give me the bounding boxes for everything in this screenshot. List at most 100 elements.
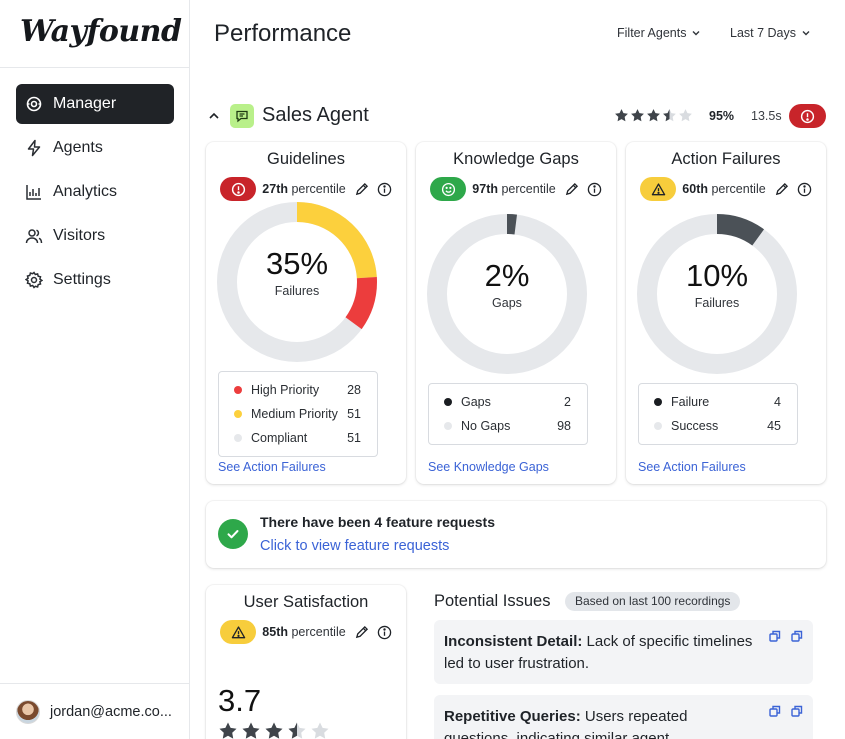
legend-label: Compliant: [251, 431, 308, 445]
pencil-icon[interactable]: [354, 182, 369, 197]
legend-row: Medium Priority 51: [219, 402, 377, 426]
info-icon[interactable]: [377, 625, 392, 640]
issue-card[interactable]: Repetitive Queries: Users repeated quest…: [434, 695, 813, 739]
sidebar-item-visitors[interactable]: Visitors: [16, 216, 174, 256]
legend-value: 98: [557, 419, 571, 433]
see-action-failures-link[interactable]: See Action Failures: [638, 460, 746, 474]
status-badge: [640, 177, 677, 201]
info-icon[interactable]: [377, 182, 392, 197]
sidebar-divider: [0, 67, 190, 68]
legend-dot: [234, 410, 242, 418]
legend-value: 45: [767, 419, 781, 433]
star-icon: [647, 109, 660, 122]
issue-text: Inconsistent Detail: Lack of specific ti…: [444, 633, 753, 672]
recordings-chip: Based on last 100 recordings: [565, 592, 741, 611]
user-email: jordan@acme.co...: [50, 703, 172, 720]
sidebar-item-settings[interactable]: Settings: [16, 260, 174, 300]
star-icon: [265, 722, 283, 739]
card-title: Guidelines: [267, 150, 345, 168]
percentile-text: 97th percentile: [472, 182, 556, 196]
legend-row: Gaps 2: [429, 390, 587, 414]
donut-center: 35% Failures: [216, 246, 378, 298]
filter-agents-label: Filter Agents: [617, 26, 687, 40]
legend-label: Success: [671, 419, 719, 433]
legend-dot: [444, 422, 452, 430]
link-icon[interactable]: [769, 630, 781, 642]
issue-text: Repetitive Queries: Users repeated quest…: [444, 708, 688, 739]
legend-label: Medium Priority: [251, 407, 338, 421]
date-range-dropdown[interactable]: Last 7 Days: [730, 26, 811, 40]
legend-row: No Gaps 98: [429, 414, 587, 438]
legend-value: 4: [774, 395, 781, 409]
visitors-icon: [25, 227, 43, 245]
donut-segment: [637, 214, 797, 374]
pencil-icon[interactable]: [354, 625, 369, 640]
legend-label: High Priority: [251, 383, 320, 397]
gear-icon: [25, 271, 43, 289]
see-action-failures-link[interactable]: See Action Failures: [218, 460, 326, 474]
pencil-icon[interactable]: [774, 182, 789, 197]
legend-dot: [654, 398, 662, 406]
status-badge: [220, 620, 257, 644]
agent-header: Sales Agent 95% 13.5s: [206, 102, 826, 130]
legend-dot: [444, 398, 452, 406]
legend: Failure 4 Success 45: [638, 383, 798, 445]
star-icon: [615, 109, 628, 122]
view-feature-requests-link[interactable]: Click to view feature requests: [260, 538, 450, 554]
filter-agents-dropdown[interactable]: Filter Agents: [617, 26, 701, 40]
info-icon[interactable]: [797, 182, 812, 197]
star-icon: [663, 109, 676, 122]
sidebar-item-analytics[interactable]: Analytics: [16, 172, 174, 212]
legend-row: Success 45: [639, 414, 797, 438]
agent-name[interactable]: Sales Agent: [262, 104, 369, 126]
link-icon[interactable]: [791, 630, 803, 642]
agent-response-time: 13.5s: [751, 109, 782, 123]
legend-row: Failure 4: [639, 390, 797, 414]
donut-value: 2%: [484, 258, 530, 293]
card-title: Knowledge Gaps: [453, 150, 579, 168]
donut-segment: [427, 214, 587, 374]
smile-icon: [441, 182, 455, 196]
star-icon: [242, 722, 260, 739]
sidebar-item-label: Analytics: [53, 183, 118, 200]
chevron-up-icon[interactable]: [208, 110, 220, 122]
pencil-icon[interactable]: [564, 182, 579, 197]
sidebar-item-agents[interactable]: Agents: [16, 128, 174, 168]
sidebar-item-label: Agents: [53, 139, 103, 156]
donut-label: Gaps: [492, 296, 522, 310]
agent-rating-stars: [614, 108, 694, 123]
donut-segment: [217, 202, 377, 362]
issue-actions: [759, 630, 803, 642]
sidebar-item-label: Settings: [53, 271, 111, 288]
warning-icon: [231, 625, 246, 638]
percentile-row: 85th percentile: [206, 620, 406, 644]
date-range-label: Last 7 Days: [730, 26, 797, 40]
user-menu[interactable]: jordan@acme.co...: [0, 683, 190, 739]
sidebar-nav: Manager Agents Analytics Visitors: [16, 84, 174, 304]
legend-value: 2: [564, 395, 571, 409]
star-icon: [288, 722, 306, 739]
alert-badge[interactable]: [789, 104, 826, 128]
status-badge: [430, 177, 467, 201]
sidebar-item-manager[interactable]: Manager: [16, 84, 174, 124]
user-satisfaction-card: User Satisfaction 85th percentile 3.7: [206, 585, 406, 739]
percentile-row: 60th percentile: [626, 177, 826, 201]
card-title: Action Failures: [671, 150, 781, 168]
legend-value: 51: [347, 431, 361, 445]
logo[interactable]: Wayfound: [20, 14, 182, 49]
guidelines-card: Guidelines 27th percentile 35% Failures …: [206, 142, 406, 484]
star-icon: [311, 722, 329, 739]
percentile-row: 27th percentile: [206, 177, 406, 201]
link-icon[interactable]: [769, 705, 781, 717]
link-icon[interactable]: [791, 705, 803, 717]
see-knowledge-gaps-link[interactable]: See Knowledge Gaps: [428, 460, 549, 474]
info-icon[interactable]: [587, 182, 602, 197]
donut-center: 2% Gaps: [426, 258, 588, 310]
issue-card[interactable]: Inconsistent Detail: Lack of specific ti…: [434, 620, 813, 684]
alert-circle-icon: [800, 109, 815, 123]
knowledge-gaps-card: Knowledge Gaps 97th percentile 2% Gaps G…: [416, 142, 616, 484]
sidebar-item-label: Manager: [53, 95, 117, 112]
legend-dot: [234, 434, 242, 442]
feature-requests-banner: There have been 4 feature requests Click…: [206, 501, 826, 568]
